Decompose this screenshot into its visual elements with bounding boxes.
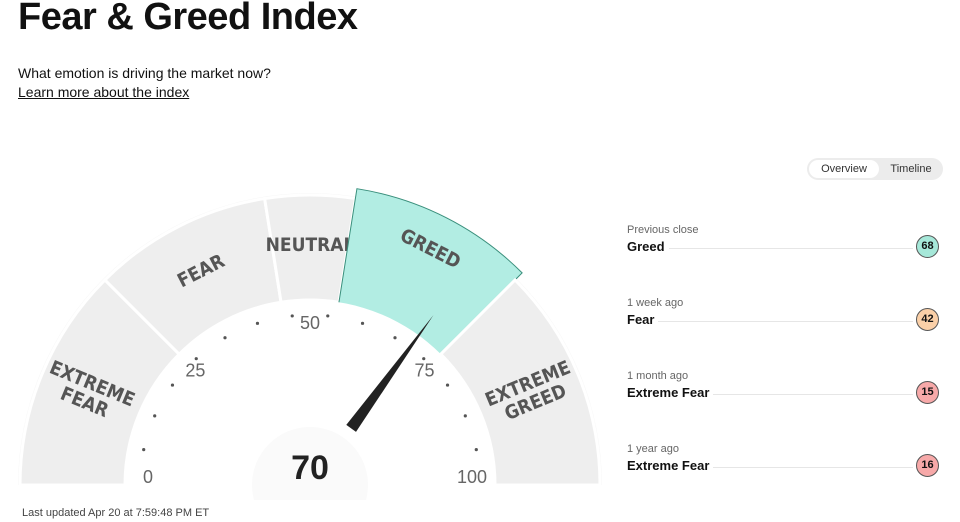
divider [627,248,913,249]
last-updated: Last updated Apr 20 at 7:59:48 PM ET [22,507,210,519]
tick-dot [153,414,157,418]
learn-more-link[interactable]: Learn more about the index [18,84,190,100]
tick-dot [463,414,467,418]
history-rating: Greed [627,239,669,254]
history-value-badge: 68 [916,235,939,258]
history-rating: Extreme Fear [627,385,714,400]
tick-dot [422,357,426,361]
view-toggle: Overview Timeline [807,158,943,180]
tick-label: 100 [457,467,487,487]
tab-overview[interactable]: Overview [809,160,879,178]
history-value-badge: 15 [916,381,939,404]
tick-dot [393,336,397,340]
page-title: Fear & Greed Index [18,0,358,38]
history-item-previous-close: Previous close Greed 68 [627,224,939,274]
tick-label: 75 [415,360,435,380]
tick-dot [170,383,175,387]
divider [627,467,913,468]
history-item-1-year: 1 year ago Extreme Fear 16 [627,443,939,493]
tick-dot [255,321,260,325]
tick-dot [445,383,450,387]
gauge-inner [125,300,495,485]
segment-label: NEUTRAL [266,234,355,256]
history-label: 1 year ago [627,443,679,455]
gauge-segment-extreme-greed [438,277,602,487]
gauge-needle [346,315,434,432]
tick-label: 0 [143,467,153,487]
subtitle: What emotion is driving the market now? [18,65,271,81]
history-label: 1 month ago [627,370,689,382]
tick-dot [142,448,146,452]
tick-dot [194,357,198,361]
gauge-value: 70 [291,449,329,487]
tab-timeline[interactable]: Timeline [890,163,932,175]
tick-label: 25 [185,360,205,380]
history-rating: Extreme Fear [627,458,714,473]
divider [627,321,913,322]
history-rating: Fear [627,312,659,327]
history-item-1-month: 1 month ago Extreme Fear 15 [627,370,939,420]
history-label: Previous close [627,224,699,236]
tick-dot [290,314,294,318]
tick-dot [360,321,365,325]
tick-dot [474,448,478,452]
tick-dot [326,314,330,318]
history-label: 1 week ago [627,297,684,309]
divider [627,394,913,395]
history-item-1-week: 1 week ago Fear 42 [627,297,939,347]
history-value-badge: 42 [916,308,939,331]
tick-label: 50 [300,313,320,333]
tick-dot [223,336,227,340]
history-value-badge: 16 [916,454,939,477]
center-disc [252,427,368,500]
